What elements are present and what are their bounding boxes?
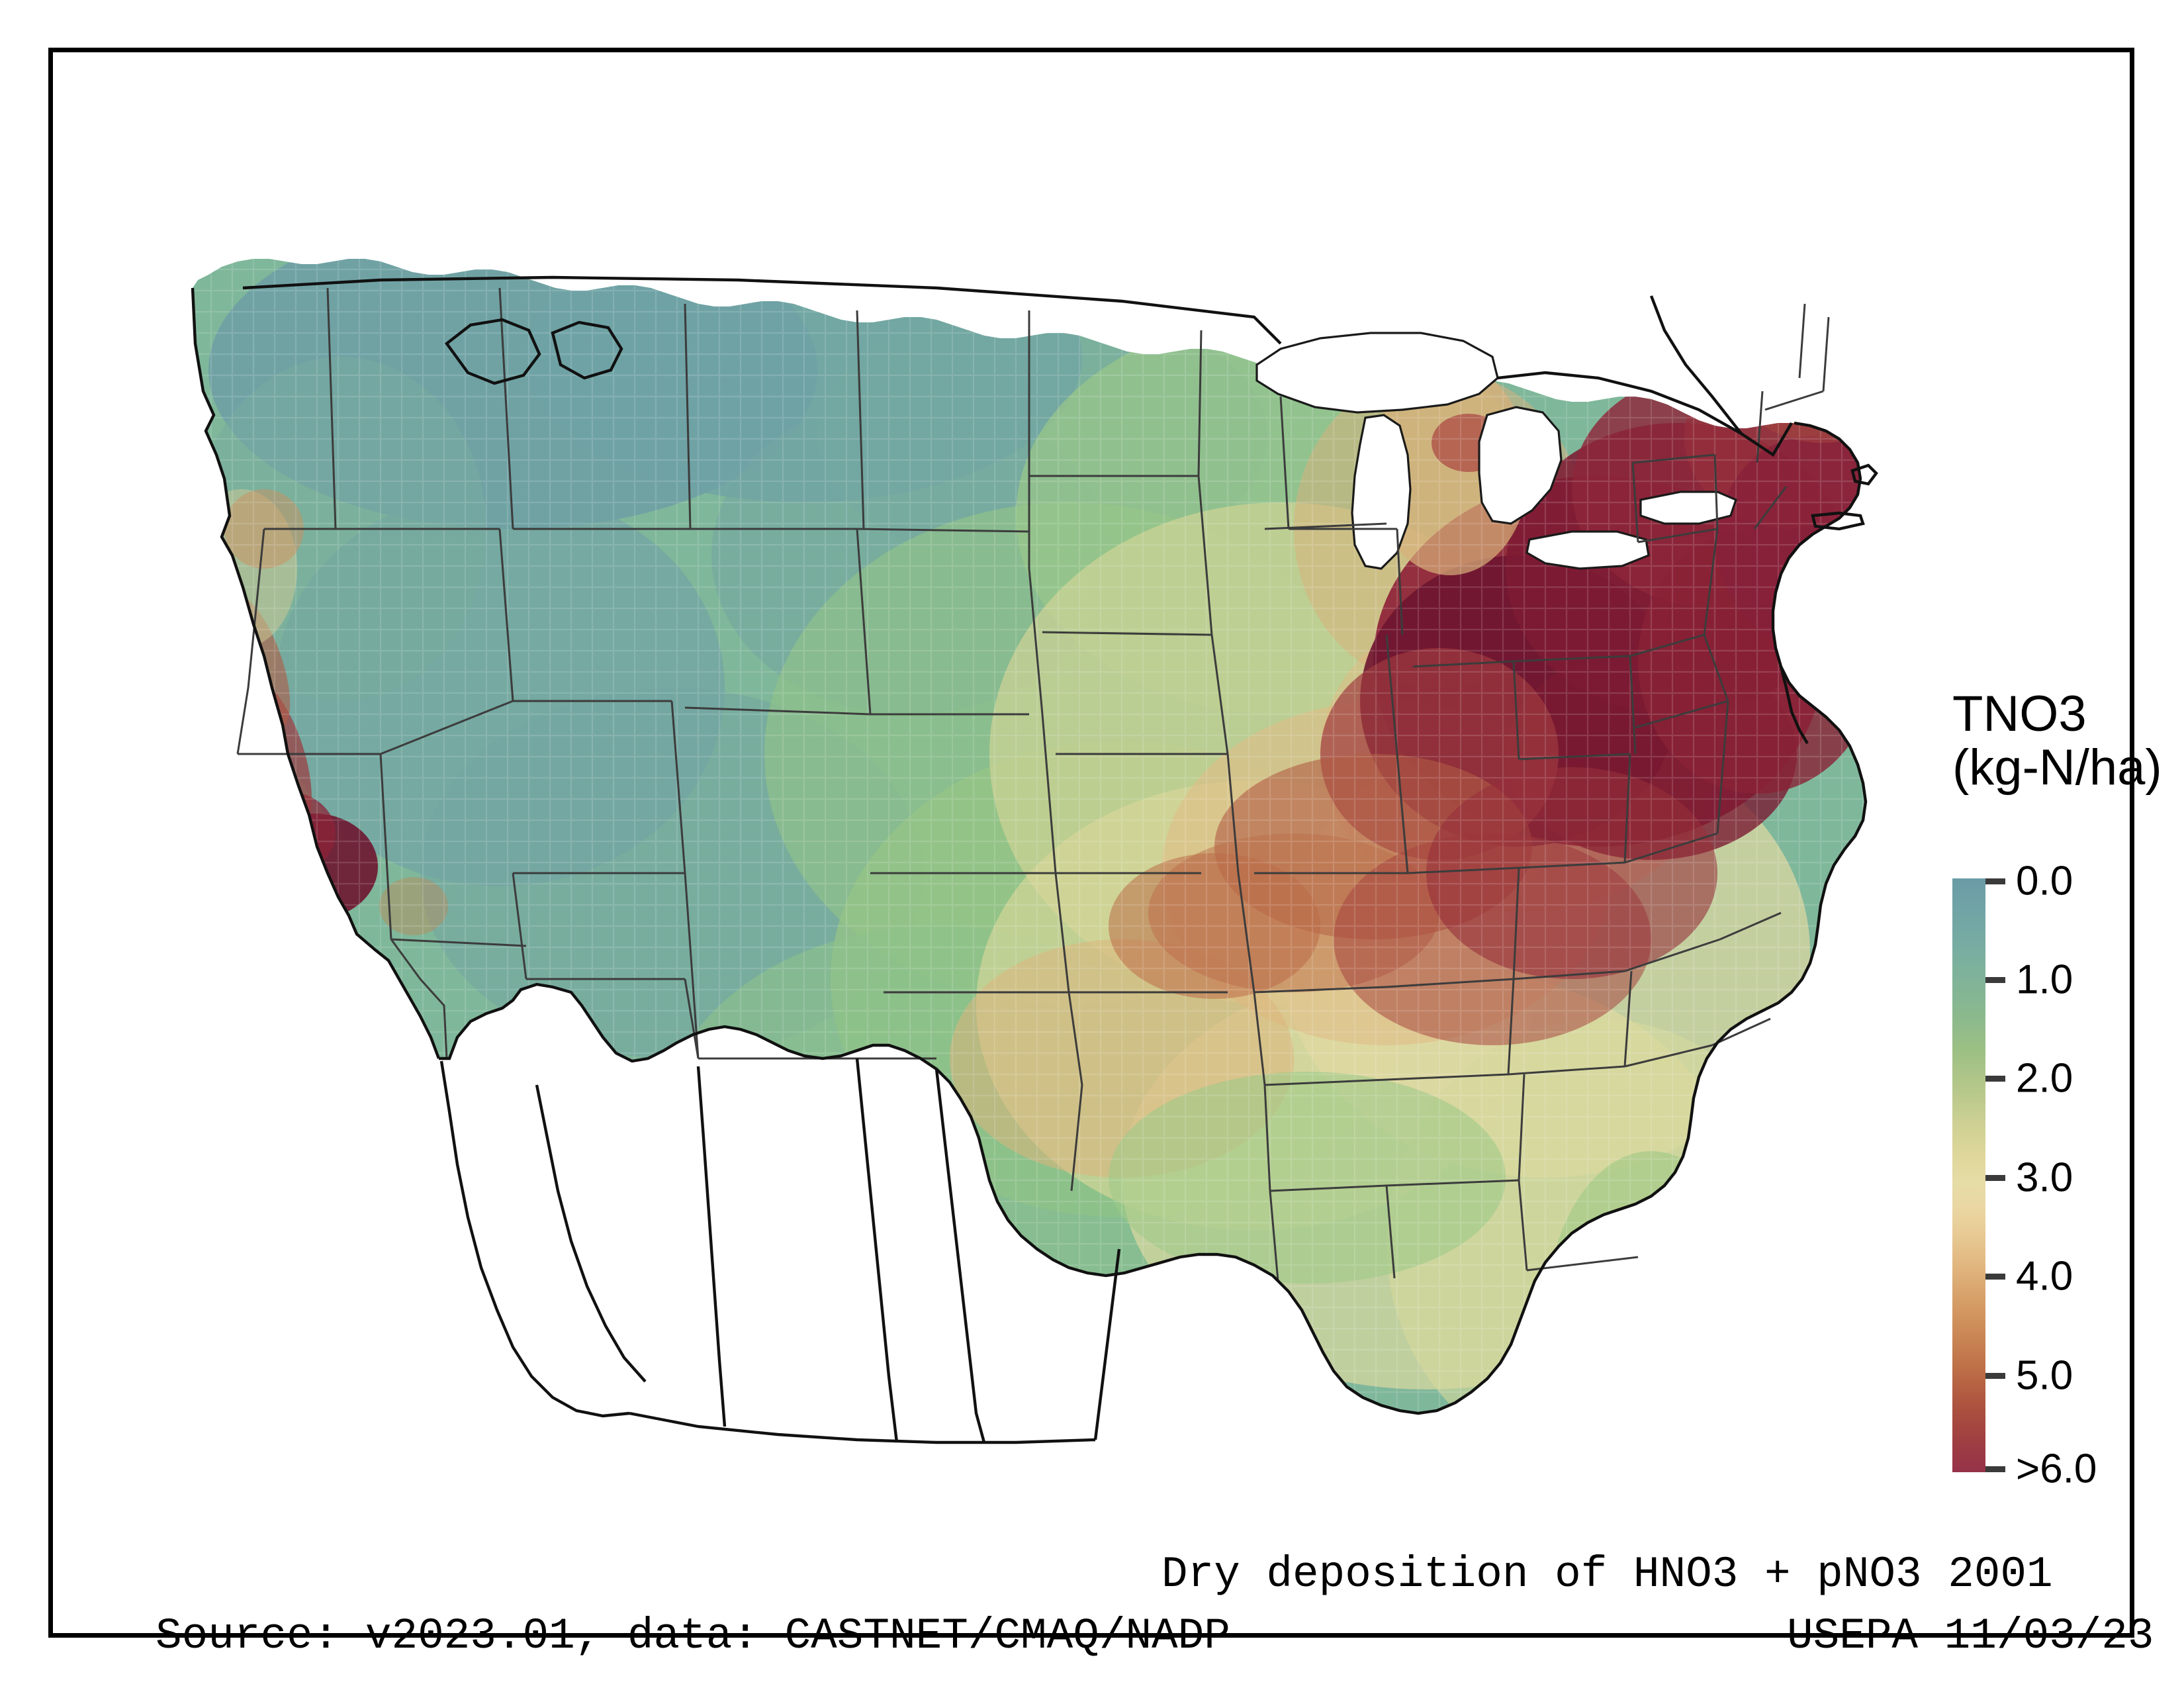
country-outline bbox=[191, 275, 1878, 1444]
legend-title: TNO3 (kg-N/ha) bbox=[1952, 686, 2177, 796]
deposition-map bbox=[116, 132, 1916, 1509]
legend-title-line-2: (kg-N/ha) bbox=[1952, 739, 2162, 796]
colorbar-tick-2 bbox=[1985, 1076, 2005, 1082]
colorbar-label-1: 1.0 bbox=[2016, 957, 2073, 1003]
source-credit: Source: v2023.01, data: CASTNET/CMAQ/NAD… bbox=[156, 1611, 1230, 1661]
colorbar-gradient bbox=[1952, 878, 1985, 1472]
colorbar-label-4: 4.0 bbox=[2016, 1253, 2073, 1299]
colorbar-legend: TNO3 (kg-N/ha) 0.0 1.0 2.0 3.0 4.0 5.0 >… bbox=[1899, 686, 2177, 1515]
map-panel bbox=[116, 132, 1916, 1509]
colorbar-label-3: 3.0 bbox=[2016, 1154, 2073, 1201]
great-lakes bbox=[1255, 332, 1737, 570]
agency-date: USEPA 11/03/23 bbox=[1787, 1611, 2154, 1661]
colorbar-tick-0 bbox=[1985, 878, 2005, 884]
map-caption: Dry deposition of HNO3 + pNO3 2001 bbox=[1161, 1550, 2053, 1599]
colorbar-label-6: >6.0 bbox=[2016, 1446, 2097, 1492]
colorbar-label-2: 2.0 bbox=[2016, 1055, 2073, 1102]
figure-frame: TNO3 (kg-N/ha) 0.0 1.0 2.0 3.0 4.0 5.0 >… bbox=[48, 48, 2162, 1661]
colorbar-tick-4 bbox=[1985, 1274, 2005, 1280]
colorbar-tick-1 bbox=[1985, 977, 2005, 983]
legend-title-line-1: TNO3 bbox=[1952, 686, 2087, 742]
colorbar-tick-5 bbox=[1985, 1373, 2005, 1379]
colorbar-label-5: 5.0 bbox=[2016, 1352, 2073, 1399]
state-boundaries bbox=[236, 287, 1830, 1282]
colorbar-tick-6 bbox=[1985, 1466, 2005, 1472]
colorbar-tick-3 bbox=[1985, 1175, 2005, 1181]
colorbar-label-0: 0.0 bbox=[2016, 858, 2073, 904]
colorbar-wrap: 0.0 1.0 2.0 3.0 4.0 5.0 >6.0 bbox=[1952, 859, 2097, 1492]
